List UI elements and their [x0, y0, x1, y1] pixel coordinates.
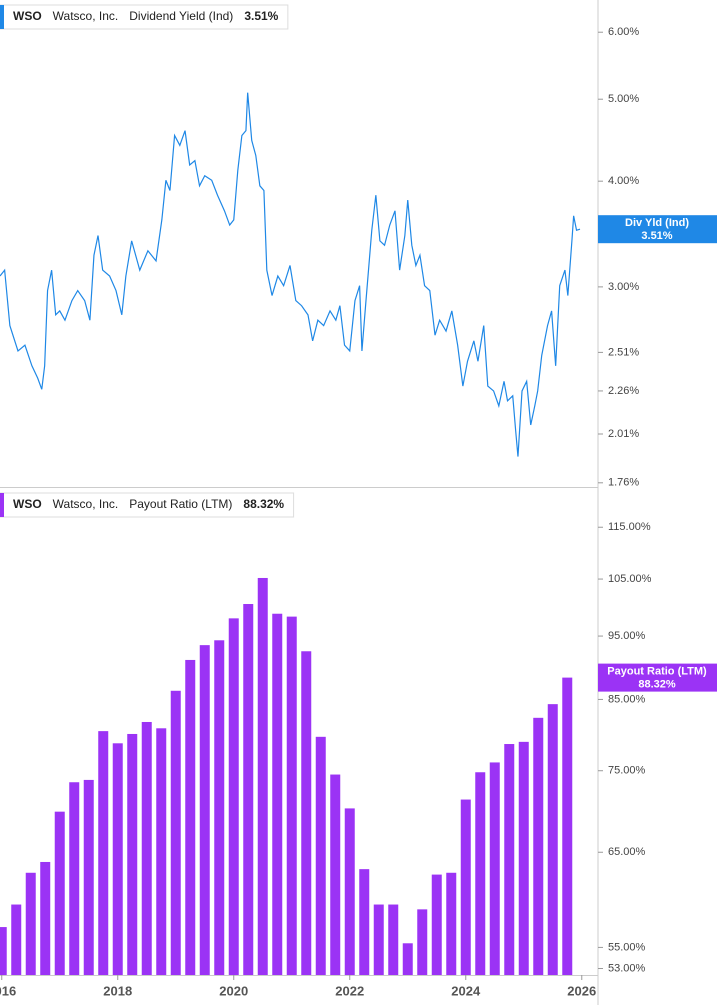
bar [446, 872, 457, 975]
bar [127, 733, 138, 975]
y-tick-label: 3.00% [608, 281, 639, 293]
legend-text: Watsco, Inc. [53, 497, 119, 511]
bar [330, 774, 341, 975]
bar [547, 704, 558, 975]
value-badge [598, 215, 717, 244]
bar [518, 741, 529, 975]
bar [243, 604, 254, 975]
y-tick-label: 55.00% [608, 941, 646, 953]
bar [11, 904, 22, 975]
badge-label: Div Yld (Ind) [625, 217, 689, 229]
bar [286, 616, 297, 975]
value-badge [598, 663, 717, 692]
y-tick-label: 75.00% [608, 765, 646, 777]
x-tick-label: 2016 [0, 983, 16, 998]
badge-value: 88.32% [638, 679, 676, 691]
y-tick-label: 5.00% [608, 93, 639, 105]
y-tick-label: 2.26% [608, 385, 639, 397]
x-tick-label: 2022 [335, 983, 364, 998]
bar [533, 717, 544, 975]
bar [69, 782, 80, 975]
bar [0, 927, 7, 975]
badge-value: 3.51% [641, 230, 672, 242]
bar [257, 577, 268, 975]
bar [489, 762, 500, 975]
bar [402, 943, 413, 975]
y-tick-label: 4.00% [608, 175, 639, 187]
y-tick-label: 95.00% [608, 630, 646, 642]
bar [156, 728, 167, 975]
bar [54, 811, 65, 975]
legend-box [0, 4, 289, 30]
legend-text: WSO [13, 9, 42, 23]
bar [112, 743, 123, 975]
bar [25, 872, 36, 975]
bar [98, 731, 109, 975]
bar [315, 736, 326, 975]
bar [199, 645, 210, 975]
y-tick-label: 2.01% [608, 428, 639, 440]
legend-swatch [0, 5, 4, 29]
bar [504, 744, 515, 975]
badge-label: Payout Ratio (LTM) [607, 666, 707, 678]
bar [214, 640, 225, 975]
bar [141, 721, 152, 975]
y-tick-label: 105.00% [608, 573, 652, 585]
legend-text: 3.51% [244, 9, 278, 23]
bar [388, 904, 399, 975]
y-tick-label: 6.00% [608, 26, 639, 38]
bar [562, 677, 573, 975]
bar [344, 808, 355, 975]
y-tick-label: 1.76% [608, 477, 639, 489]
bar [185, 659, 196, 975]
legend-box [0, 492, 295, 518]
x-tick-label: 2020 [219, 983, 248, 998]
legend-text: Payout Ratio (LTM) [129, 497, 232, 511]
bar [431, 874, 442, 975]
y-tick-label: 65.00% [608, 846, 646, 858]
x-tick-label: 2024 [451, 983, 481, 998]
bar [373, 904, 384, 975]
legend-text: Dividend Yield (Ind) [129, 9, 233, 23]
x-tick-label: 2026 [567, 983, 596, 998]
bar [301, 651, 312, 975]
y-tick-label: 2.51% [608, 346, 639, 358]
bar [83, 779, 94, 975]
bar [475, 772, 486, 975]
y-tick-label: 85.00% [608, 693, 646, 705]
y-tick-label: 53.00% [608, 962, 646, 974]
x-tick-label: 2018 [103, 983, 132, 998]
legend-text: WSO [13, 497, 42, 511]
line-series [0, 92, 581, 457]
y-tick-label: 115.00% [608, 521, 651, 533]
bar [417, 909, 428, 975]
legend-text: Watsco, Inc. [53, 9, 119, 23]
bar [170, 690, 181, 975]
legend-swatch [0, 493, 4, 517]
bar [228, 618, 239, 975]
bar [272, 613, 283, 975]
bar [40, 861, 51, 975]
legend-text: 88.32% [243, 497, 284, 511]
bar [359, 869, 370, 975]
bar [460, 799, 471, 975]
